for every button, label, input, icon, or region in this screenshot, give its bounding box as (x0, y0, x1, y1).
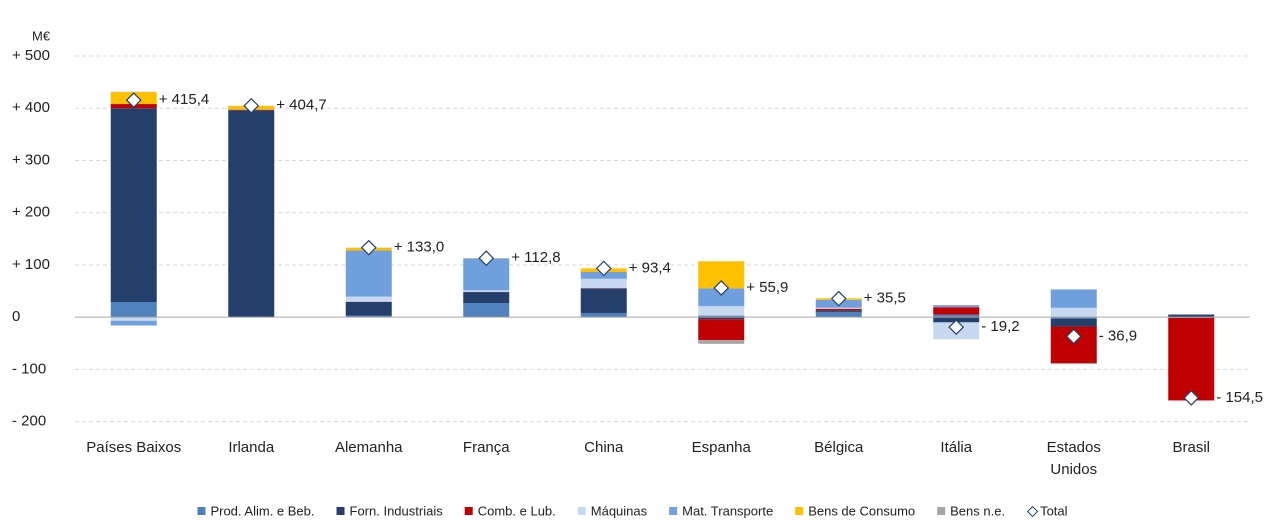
value-label: + 415,4 (159, 91, 209, 108)
legend-label: Máquinas (591, 503, 648, 518)
total-marker (1183, 389, 1200, 406)
bar-segment (110, 108, 157, 302)
bar-segment (463, 290, 510, 292)
bar-segment (463, 303, 510, 318)
legend-symbol (577, 507, 586, 515)
bar-segment (698, 288, 745, 307)
legend-symbol (1026, 505, 1039, 518)
legend-symbol (197, 507, 206, 515)
y-tick-label: - 100 (12, 360, 46, 377)
bar-segment (110, 301, 157, 318)
bar-segment (345, 315, 392, 318)
legend-label: Comb. e Lub. (478, 503, 556, 518)
y-tick-label: + 500 (12, 47, 50, 64)
total-marker (125, 92, 142, 109)
bar-segment (698, 317, 745, 320)
total-marker (948, 319, 965, 336)
bar-segment (1050, 289, 1097, 308)
x-tick-label: Brasil (1172, 439, 1210, 456)
legend-label: Bens n.e. (950, 503, 1005, 518)
bar-segment (110, 317, 157, 321)
bar-segment (1050, 317, 1097, 319)
bar-segment (815, 307, 862, 309)
legend-symbol (669, 507, 678, 515)
bar-segment (580, 288, 627, 313)
bar-segment (580, 278, 627, 289)
total-marker (595, 260, 612, 277)
legend-label: Forn. Industriais (350, 503, 444, 518)
legend: Prod. Alim. e Beb. Forn. Industriais Comb.… (197, 503, 1068, 518)
bar-segment (1050, 363, 1097, 365)
y-tick-label: + 200 (12, 204, 50, 221)
legend-symbol (336, 507, 345, 515)
legend-label: Bens de Consumo (808, 503, 915, 518)
value-label: + 112,8 (511, 249, 560, 266)
x-tick-label: Alemanha (335, 439, 403, 456)
bar-segment (933, 305, 980, 308)
value-label: + 55,9 (746, 279, 788, 296)
x-tick-label: China (584, 439, 624, 456)
bar-segment (815, 310, 862, 312)
legend-symbol (937, 507, 946, 515)
x-tick-label: Estados Unidos (1047, 439, 1101, 478)
bar-segment (698, 315, 745, 318)
value-label: + 133,0 (394, 239, 444, 256)
bar-segment (1168, 317, 1215, 401)
bar-segment (1050, 307, 1097, 318)
bar-segment (815, 311, 862, 318)
bar-segment (1050, 318, 1097, 327)
x-tick-label: Irlanda (228, 439, 275, 456)
value-label: - 36,9 (1099, 327, 1137, 344)
bar-segment (463, 292, 510, 304)
bar-segment (580, 312, 627, 318)
y-tick-label: + 100 (12, 256, 50, 273)
bar-segment (933, 307, 980, 315)
x-tick-label: França (463, 439, 510, 456)
y-axis-label: M€ (32, 28, 51, 43)
x-tick-label: Países Baixos (86, 439, 181, 456)
y-tick-label: + 300 (12, 151, 50, 168)
legend-label: Total (1040, 503, 1068, 518)
bar-segment (228, 110, 275, 318)
legend-label: Mat. Transporte (682, 503, 773, 518)
total-marker (1065, 328, 1082, 345)
y-tick-label: - 200 (12, 413, 46, 430)
legend-symbol (464, 507, 473, 515)
bar-segment (933, 314, 980, 318)
bar-segment (110, 320, 157, 326)
y-tick-label: 0 (12, 308, 20, 325)
value-label: - 154,5 (1216, 389, 1263, 406)
legend-symbol (795, 507, 804, 515)
bar-segment (345, 296, 392, 302)
total-marker (243, 97, 260, 114)
bar-segment (1168, 314, 1215, 318)
bar-segment (345, 250, 392, 297)
bar-segment (698, 306, 745, 316)
bar-segment (698, 340, 745, 344)
bar-segment (815, 308, 862, 311)
y-tick-label: + 400 (12, 99, 50, 116)
bar-segment (698, 319, 745, 341)
value-label: + 35,5 (864, 290, 906, 307)
value-label: + 404,7 (276, 97, 326, 114)
value-label: - 19,2 (981, 318, 1019, 335)
total-marker (830, 290, 847, 307)
bar-segment (345, 301, 392, 316)
total-marker (478, 250, 495, 267)
value-label: + 93,4 (629, 259, 671, 276)
x-tick-label: Itália (940, 439, 972, 456)
total-marker (713, 280, 730, 296)
x-tick-label: Bélgica (814, 439, 864, 456)
x-tick-label: Espanha (692, 439, 752, 456)
legend-label: Prod. Alim. e Beb. (210, 503, 314, 518)
total-marker (360, 239, 377, 256)
